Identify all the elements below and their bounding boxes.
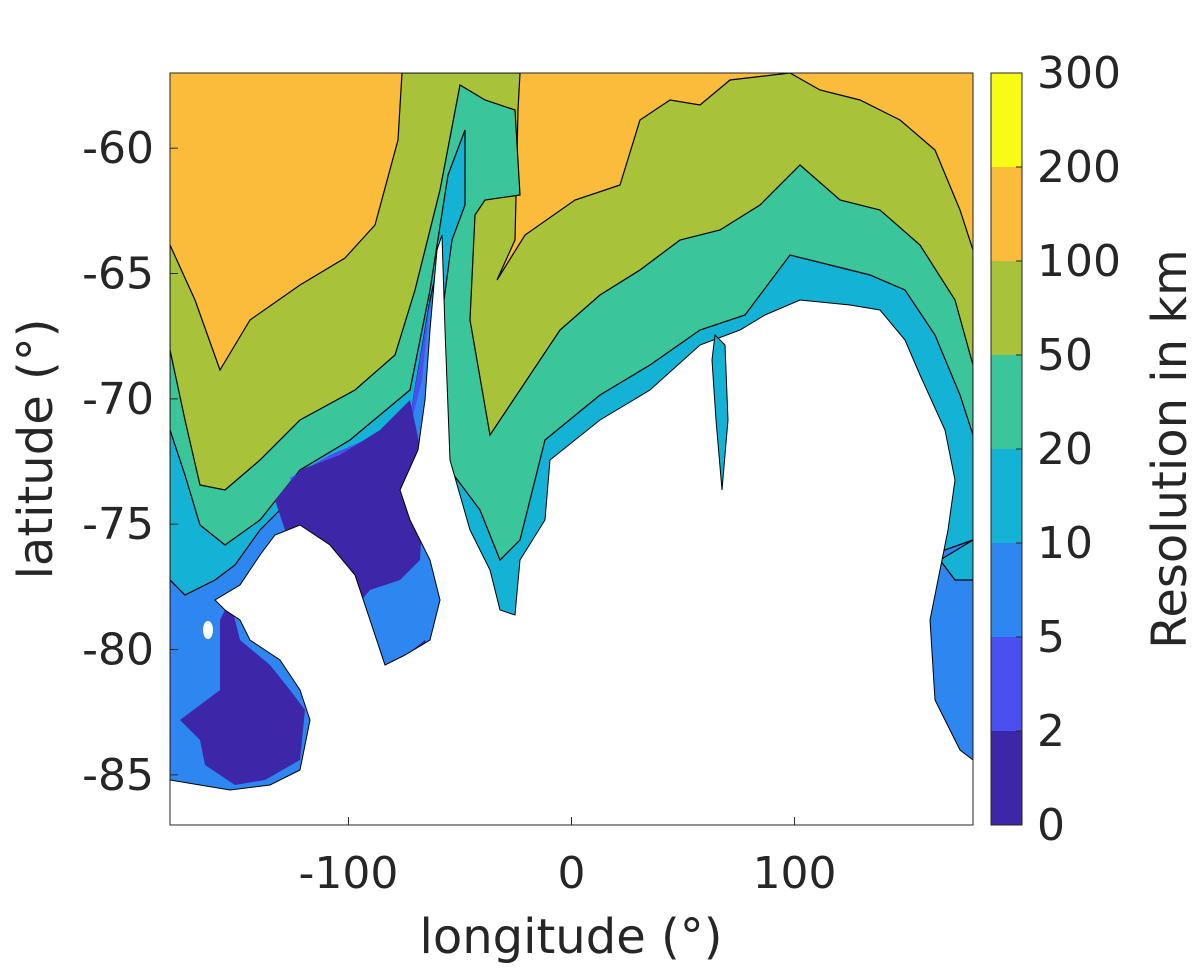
island-2: [444, 688, 472, 732]
colorbar-tick-label: 2: [1037, 706, 1065, 757]
y-tick-label: -75: [82, 499, 154, 550]
x-tick-label: 100: [753, 848, 837, 899]
colorbar-segment: [991, 449, 1022, 543]
colorbar-segment: [991, 731, 1022, 825]
island-3: [203, 621, 213, 639]
colorbar-segment: [991, 355, 1022, 449]
x-tick-labels: -100 0 100: [299, 817, 837, 899]
colorbar-tick-label: 50: [1037, 330, 1093, 381]
y-tick-label: -80: [82, 625, 154, 676]
colorbar-segment: [991, 167, 1022, 261]
y-tick-label: -65: [82, 249, 154, 300]
y-axis-title: latitude (°): [8, 319, 64, 580]
antarctica-landmass: [170, 234, 973, 825]
colorbar-tick-label: 300: [1037, 48, 1121, 99]
band-0-2-ross: [180, 600, 305, 785]
y-tick-labels: -60 -65 -70 -75 -80 -85: [82, 123, 178, 801]
colorbar-tick-label: 200: [1037, 142, 1121, 193]
colorbar: 0 2 5 10 20 50 100 200 300: [990, 48, 1121, 851]
colorbar-tick-label: 0: [1037, 800, 1065, 851]
colorbar-tick-label: 20: [1037, 424, 1093, 475]
y-tick-label: -60: [82, 123, 154, 174]
colorbar-tick-label: 10: [1037, 518, 1093, 569]
colorbar-segment: [991, 261, 1022, 355]
map-plot-area: [170, 73, 973, 825]
amery-ice-shelf: [711, 333, 729, 491]
island-1: [462, 619, 478, 651]
y-tick-label: -70: [82, 374, 154, 425]
x-tick-label: -100: [299, 848, 399, 899]
colorbar-tick-label: 100: [1037, 236, 1121, 287]
colorbar-tick-label: 5: [1037, 612, 1065, 663]
colorbar-segment: [991, 637, 1022, 731]
x-tick-label: 0: [558, 848, 586, 899]
colorbar-title: Resolution in km: [1142, 249, 1194, 649]
y-tick-label: -85: [82, 750, 154, 801]
colorbar-segment: [991, 73, 1022, 167]
x-axis-title: longitude (°): [420, 909, 723, 965]
colorbar-segment: [991, 543, 1022, 637]
